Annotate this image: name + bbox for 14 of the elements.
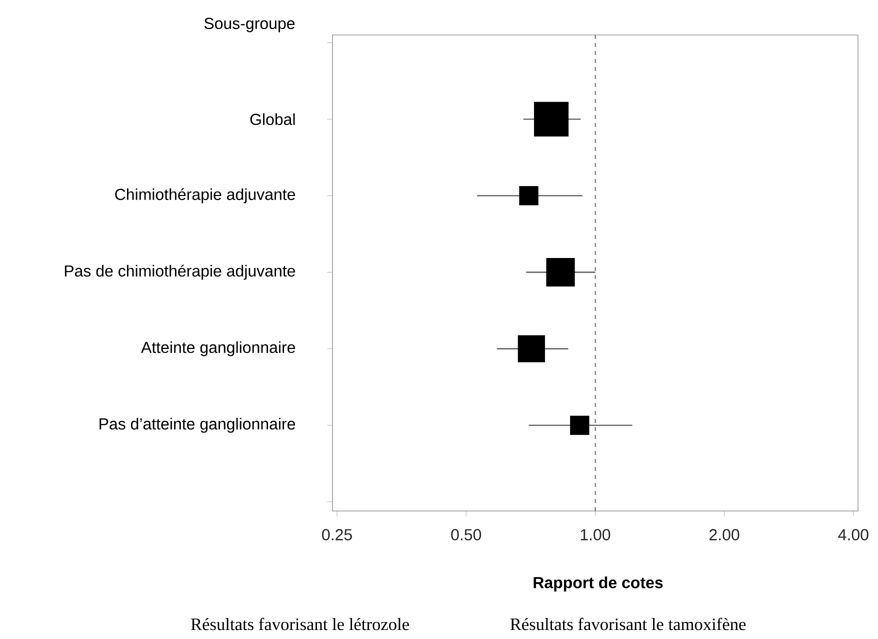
y-tick-label: Pas d’atteinte ganglionnaire — [100, 418, 296, 433]
y-tick-label: Atteinte ganglionnaire — [141, 341, 296, 356]
x-tick-label: 1.00 — [580, 529, 610, 540]
text: Résultats favorisant le tamoxifène — [510, 618, 746, 630]
x-axis-title: Rapport de cotes — [534, 576, 663, 592]
y-axis-title: Sous-groupe — [204, 18, 295, 32]
x-tick-label: 0.25 — [322, 529, 352, 540]
x-tick-label: 4.00 — [838, 529, 868, 540]
x-tick-label: 2.00 — [710, 529, 740, 540]
y-tick-label: Pas de chimiothérapie adjuvante — [64, 264, 296, 280]
text: Résultats favorisant le létrozole — [191, 618, 409, 630]
y-tick-label: Global — [250, 113, 295, 126]
x-tick-label: 0.50 — [451, 529, 482, 540]
y-tick-label: Chimiothérapie adjuvante — [115, 188, 296, 204]
